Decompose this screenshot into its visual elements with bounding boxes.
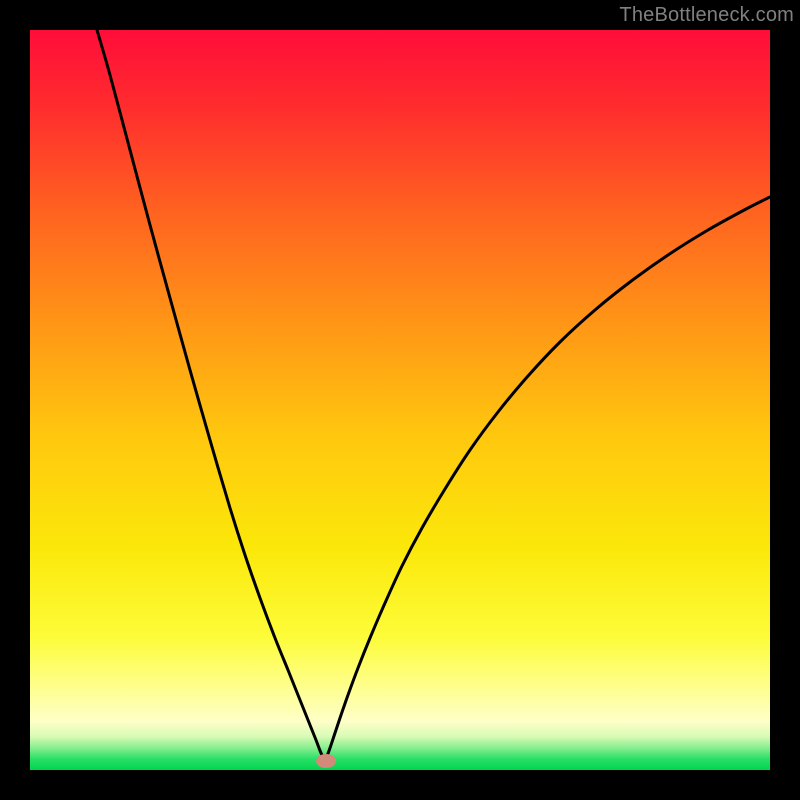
chart-background xyxy=(30,30,770,770)
optimum-marker xyxy=(316,754,336,768)
chart-svg xyxy=(30,30,770,770)
watermark-text: TheBottleneck.com xyxy=(619,4,794,27)
chart-plot-area xyxy=(30,30,770,770)
